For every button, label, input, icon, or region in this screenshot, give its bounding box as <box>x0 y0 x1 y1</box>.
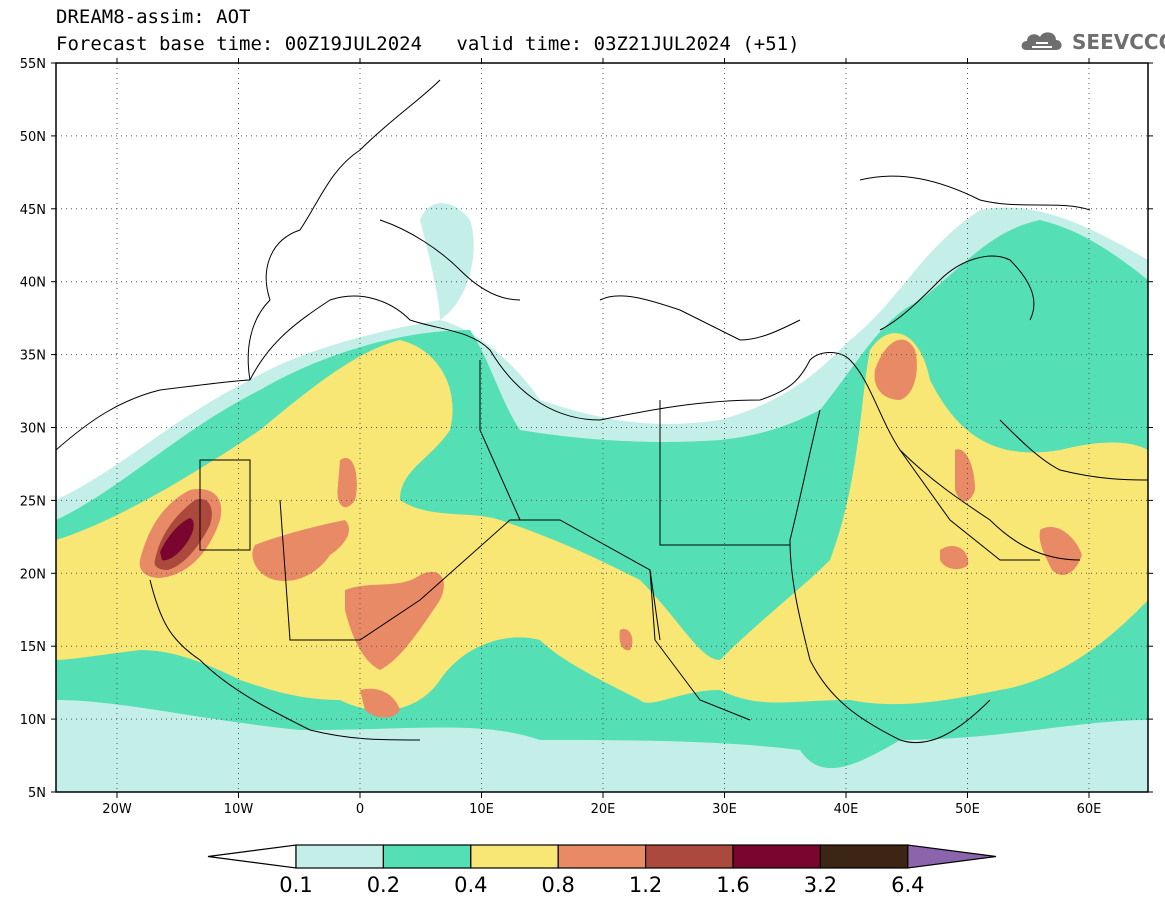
lat-label: 15N <box>20 640 46 655</box>
lon-label: 20E <box>591 802 616 817</box>
colorbar-tick-label: 1.2 <box>629 873 662 897</box>
colorbar-bin <box>295 844 385 869</box>
colorbar-tick-label: 0.4 <box>454 873 487 897</box>
forecast-times: Forecast base time: 00Z19JUL2024 valid t… <box>56 33 800 55</box>
lon-label: 10W <box>224 802 254 817</box>
lat-label: 50N <box>20 130 46 145</box>
map-title: DREAM8-assim: AOT <box>56 6 251 28</box>
lat-label: 5N <box>28 786 46 801</box>
colorbar-bin <box>557 844 647 869</box>
lon-label: 60E <box>1077 802 1102 817</box>
colorbar-bin <box>644 844 734 869</box>
aot-contour-1.6 <box>160 518 194 561</box>
longitude-labels: 20W 10W 0 10E 20E 30E 40E 50E 60E <box>102 802 1101 817</box>
color-bar <box>207 844 997 869</box>
colorbar-bin <box>732 844 822 869</box>
latitude-labels: 55N 50N 45N 40N 35N 30N 25N 20N 15N 10N 5N <box>20 57 46 801</box>
lon-label: 40E <box>834 802 859 817</box>
colorbar-tick-label: 0.1 <box>279 873 312 897</box>
lat-label: 40N <box>20 276 46 291</box>
lat-label: 20N <box>20 567 46 582</box>
lon-label: 30E <box>712 802 737 817</box>
colorbar-tick-label: 0.8 <box>541 873 574 897</box>
color-bar-labels: 0.1 0.2 0.4 0.8 1.2 1.6 3.2 6.4 <box>279 873 924 897</box>
colorbar-bin <box>382 844 472 869</box>
logo-text: SEEVCCC <box>1072 30 1165 54</box>
lat-label: 35N <box>20 349 46 364</box>
coastlines <box>56 79 1148 744</box>
graticule <box>56 63 1148 792</box>
colorbar-tick-label: 1.6 <box>716 873 749 897</box>
lon-label: 10E <box>469 802 494 817</box>
colorbar-bin <box>819 844 909 869</box>
lat-label: 10N <box>20 713 46 728</box>
axis-ticks <box>51 58 1153 798</box>
lat-label: 30N <box>20 422 46 437</box>
lat-label: 25N <box>20 494 46 509</box>
colorbar-tick-label: 6.4 <box>891 873 924 897</box>
cloud-icon <box>1021 32 1062 50</box>
lat-label: 45N <box>20 203 46 218</box>
lat-label: 55N <box>20 57 46 72</box>
lon-label: 50E <box>955 802 980 817</box>
valid-time: valid time: 03Z21JUL2024 (+51) <box>456 33 800 55</box>
colorbar-high-arrow <box>907 844 997 869</box>
colorbar-low-arrow <box>207 844 297 869</box>
colorbar-bin <box>470 844 559 869</box>
lon-label: 20W <box>102 802 132 817</box>
lon-label: 0 <box>356 802 364 817</box>
colorbar-tick-label: 3.2 <box>804 873 837 897</box>
base-time: Forecast base time: 00Z19JUL2024 <box>56 33 423 55</box>
aot-contour-0.4 <box>56 333 1148 711</box>
colorbar-tick-label: 0.2 <box>367 873 400 897</box>
